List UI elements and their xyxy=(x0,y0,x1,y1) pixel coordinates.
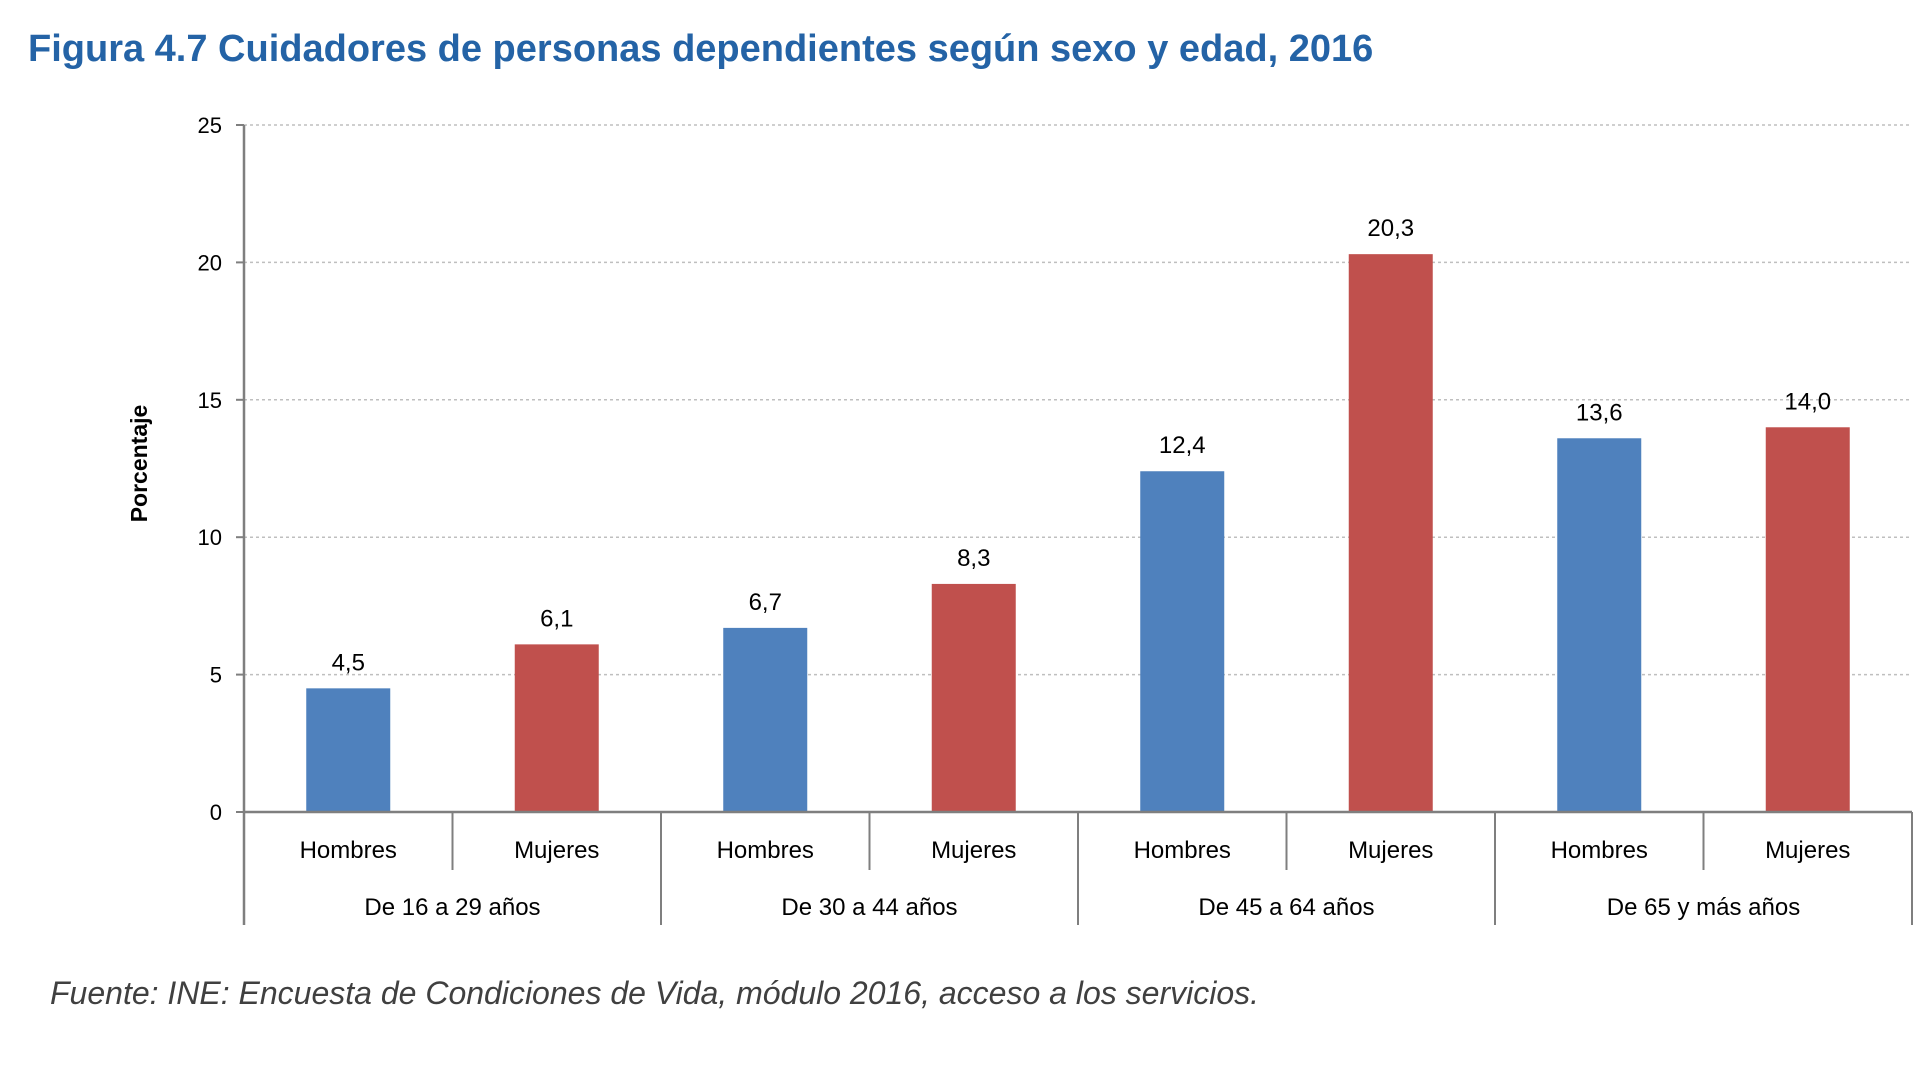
y-tick-label: 25 xyxy=(198,113,222,138)
bar-mujeres xyxy=(1348,254,1433,812)
x-category-label: Hombres xyxy=(300,837,397,864)
chart-title: Figura 4.7 Cuidadores de personas depend… xyxy=(28,28,1374,70)
y-tick-label: 5 xyxy=(210,663,222,688)
data-label: 20,3 xyxy=(1367,215,1414,242)
y-tick-label: 20 xyxy=(198,250,222,275)
bar-hombres xyxy=(723,627,808,812)
x-category-label: Mujeres xyxy=(514,837,599,864)
x-category-label: Mujeres xyxy=(1348,837,1433,864)
x-category-label: Hombres xyxy=(1551,837,1648,864)
data-label: 13,6 xyxy=(1576,399,1623,426)
y-tick-label: 0 xyxy=(210,800,222,825)
x-category-label: Mujeres xyxy=(1765,837,1850,864)
x-category-label: Mujeres xyxy=(931,837,1016,864)
data-label: 14,0 xyxy=(1784,388,1831,415)
data-label: 8,3 xyxy=(957,545,990,572)
bar-hombres xyxy=(306,688,391,812)
bar-hombres xyxy=(1140,471,1225,812)
x-category-label: Hombres xyxy=(1134,837,1231,864)
bar-mujeres xyxy=(931,583,1016,812)
bar-hombres xyxy=(1557,438,1642,812)
y-axis-label: Porcentaje xyxy=(126,405,152,523)
gridlines xyxy=(244,124,1912,676)
data-label: 6,7 xyxy=(749,589,782,616)
x-group-label: De 16 a 29 años xyxy=(364,894,540,921)
x-group-label: De 30 a 44 años xyxy=(781,894,957,921)
bar-mujeres xyxy=(514,644,599,812)
y-tick-label: 10 xyxy=(198,525,222,550)
data-label: 6,1 xyxy=(540,605,573,632)
source-note: Fuente: INE: Encuesta de Condiciones de … xyxy=(50,975,1259,1011)
axes xyxy=(236,124,1913,925)
x-group-label: De 65 y más años xyxy=(1607,894,1800,921)
x-group-label: De 45 a 64 años xyxy=(1198,894,1374,921)
data-label: 12,4 xyxy=(1159,432,1206,459)
y-tick-label: 15 xyxy=(198,388,222,413)
bar-mujeres xyxy=(1765,427,1850,812)
data-label: 4,5 xyxy=(332,649,365,676)
bar-chart: 0 5 10 15 20 25 4,5 Hombres 6,1 Mujeres 6,7 Hombres… xyxy=(126,113,1913,925)
x-category-label: Hombres xyxy=(717,837,814,864)
bars xyxy=(306,254,1850,812)
labels: 0 5 10 15 20 25 4,5 Hombres 6,1 Mujeres 6,7 Hombres… xyxy=(198,113,1851,921)
